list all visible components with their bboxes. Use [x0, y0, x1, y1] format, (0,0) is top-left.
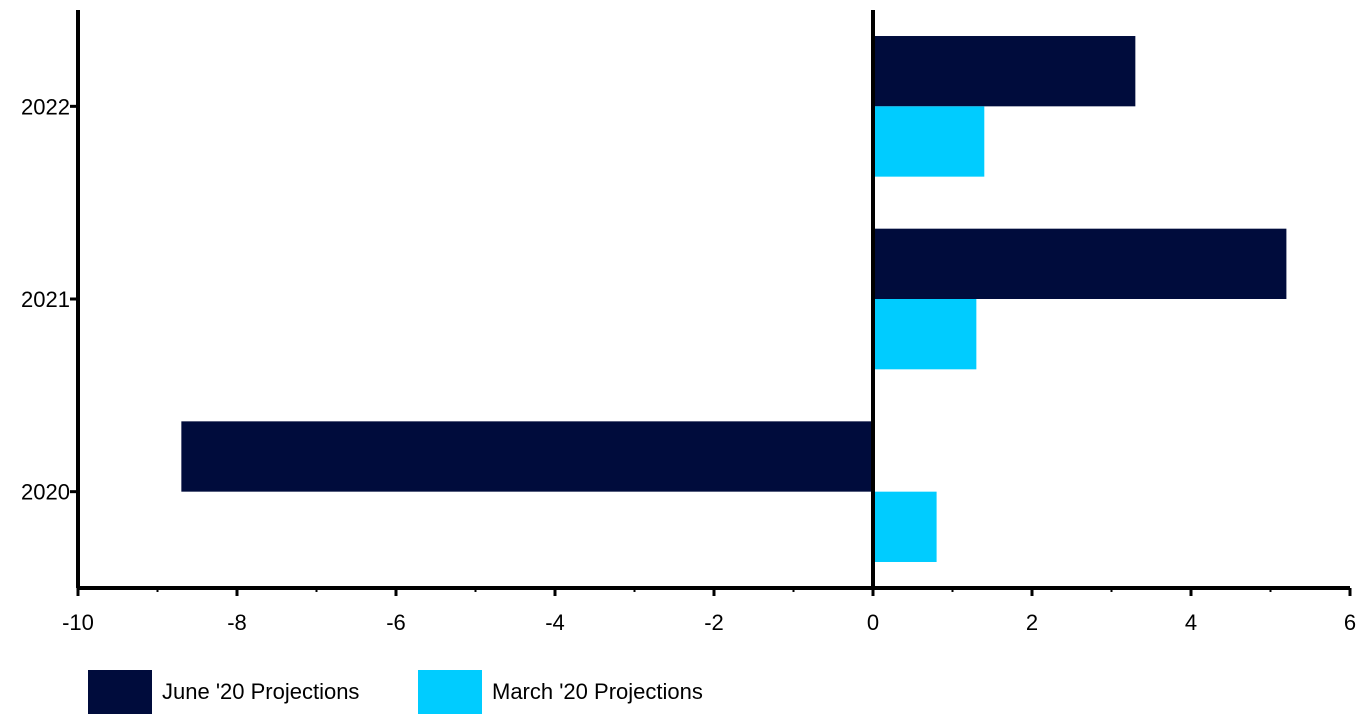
bar-june-2020	[181, 421, 874, 492]
bar-march-2022	[873, 106, 985, 177]
bar-march-2021	[873, 299, 977, 370]
legend-label-june: June '20 Projections	[162, 679, 360, 704]
y-tick-label-2020: 2020	[21, 480, 70, 505]
x-tick-label--6: -6	[386, 610, 406, 635]
tick-labels-group: 2020 2021 2022 -10 -8 -6 -4 -2 0 2 4 6	[21, 94, 1356, 635]
bar-chart: 2020 2021 2022 -10 -8 -6 -4 -2 0 2 4 6	[21, 10, 1356, 635]
legend-label-march: March '20 Projections	[492, 679, 703, 704]
legend: June '20 Projections March '20 Projectio…	[0, 670, 1368, 717]
bar-march-2020	[873, 491, 937, 562]
x-tick-label-6: 6	[1344, 610, 1356, 635]
legend-swatch-march	[418, 670, 482, 714]
legend-swatch-june	[88, 670, 152, 714]
legend-item-march: March '20 Projections	[418, 670, 703, 714]
x-tick-label-0: 0	[867, 610, 879, 635]
x-tick-label--4: -4	[545, 610, 565, 635]
x-tick-label-2: 2	[1026, 610, 1038, 635]
axes-group	[70, 10, 1352, 596]
x-tick-label--10: -10	[62, 610, 94, 635]
x-tick-label--8: -8	[227, 610, 247, 635]
legend-item-june: June '20 Projections	[88, 670, 359, 714]
x-tick-label--2: -2	[704, 610, 724, 635]
bars-group	[181, 36, 1287, 562]
bar-june-2022	[873, 36, 1136, 107]
bar-june-2021	[873, 228, 1287, 299]
x-tick-label-4: 4	[1185, 610, 1197, 635]
y-tick-label-2021: 2021	[21, 287, 70, 312]
y-tick-label-2022: 2022	[21, 94, 70, 119]
